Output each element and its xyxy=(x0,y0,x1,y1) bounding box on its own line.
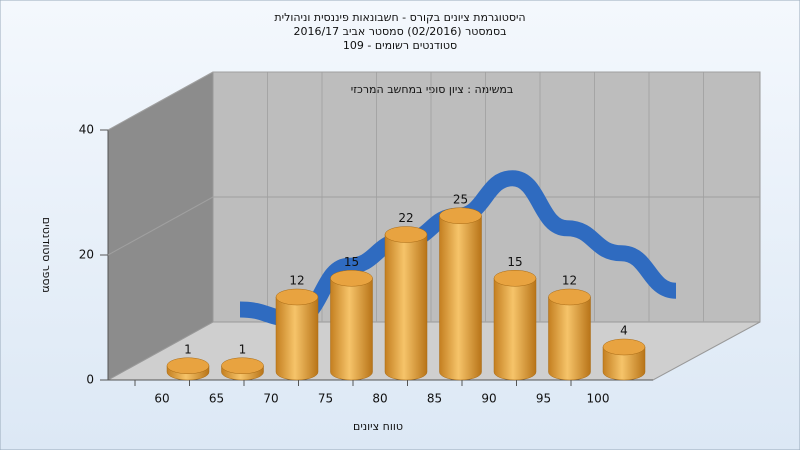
bar-top xyxy=(439,207,482,224)
x-axis-label: טווח ציונים xyxy=(353,420,403,433)
y-tick-label: 40 xyxy=(79,123,94,137)
x-tick-label: 80 xyxy=(372,392,387,406)
data-label: 4 xyxy=(620,324,628,338)
data-label: 1 xyxy=(184,342,192,356)
x-tick-label: 90 xyxy=(481,392,496,406)
x-tick-label: 95 xyxy=(536,392,551,406)
chart-title: היסטוגרמת ציונים בקורס - חשבונאות פיננסי… xyxy=(274,11,525,24)
bar xyxy=(330,278,373,381)
y-tick-label: 20 xyxy=(79,248,94,262)
x-tick-label: 75 xyxy=(318,392,333,406)
data-label: 12 xyxy=(562,274,577,288)
annotation: במשימה : ציון סופי במחשב המרכזי xyxy=(351,83,514,96)
bar xyxy=(602,346,646,381)
bar-top xyxy=(493,270,537,287)
grid-line xyxy=(107,71,214,131)
bar-top xyxy=(275,288,319,306)
bar-top xyxy=(548,288,591,306)
bar xyxy=(548,296,591,381)
data-label: 12 xyxy=(289,274,304,288)
data-label: 1 xyxy=(239,342,247,356)
bar xyxy=(384,234,428,381)
bar-top xyxy=(330,270,373,287)
bar-top xyxy=(221,357,264,374)
x-tick-label: 70 xyxy=(263,392,278,406)
chart-subtitle: בסמסטר (02/2016) סמסטר אביב 2016/17 xyxy=(293,25,506,38)
bar xyxy=(439,215,482,381)
data-label: 15 xyxy=(507,255,522,269)
x-tick-label: 85 xyxy=(427,392,442,406)
x-tick-label: 100 xyxy=(587,392,610,406)
data-label: 25 xyxy=(453,192,468,206)
bar xyxy=(493,278,537,381)
bar-top xyxy=(384,226,428,243)
y-axis-label: מספר סטודנטים xyxy=(40,217,53,293)
data-label: 15 xyxy=(344,255,359,269)
grid-line xyxy=(107,196,214,256)
chart-subtitle: סטודנטים רשומים - 109 xyxy=(343,39,457,52)
data-label: 22 xyxy=(398,211,413,225)
bar xyxy=(275,296,319,381)
bar-top xyxy=(602,338,646,356)
bar-top xyxy=(166,357,210,374)
y-tick-label: 0 xyxy=(86,373,94,387)
x-tick-label: 65 xyxy=(209,392,224,406)
x-tick-label: 60 xyxy=(154,392,169,406)
